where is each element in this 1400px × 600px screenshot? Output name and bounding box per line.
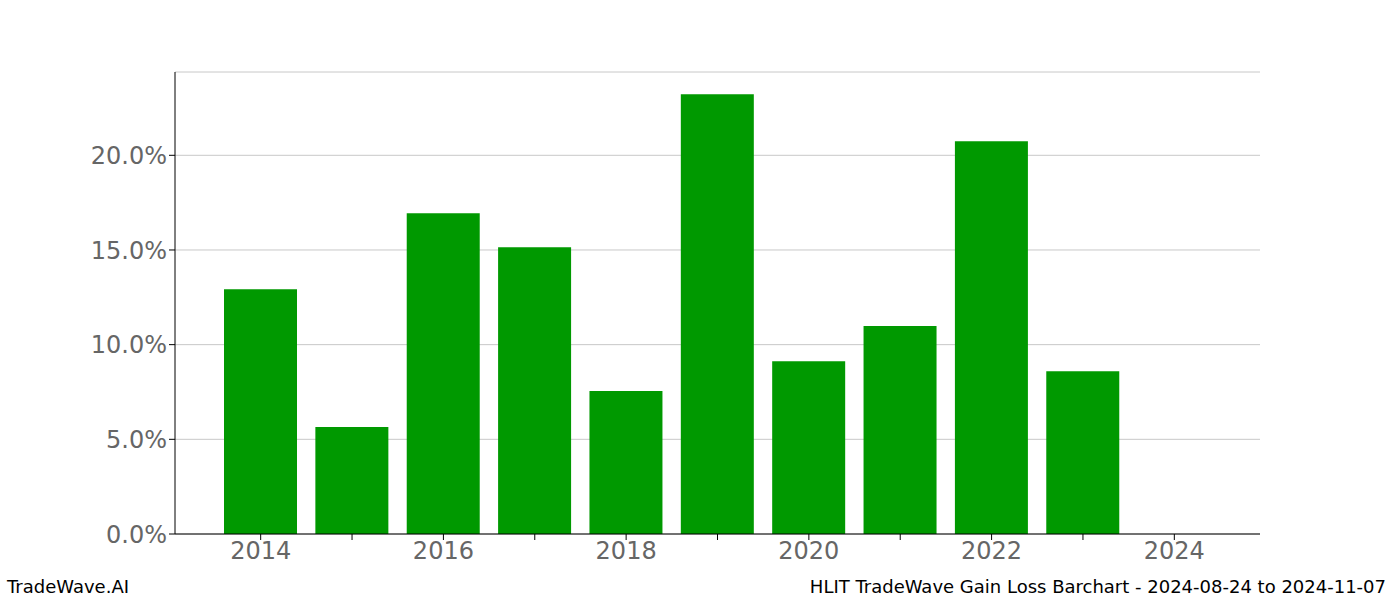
svg-text:2022: 2022: [961, 537, 1022, 565]
svg-text:15.0%: 15.0%: [91, 237, 167, 265]
svg-text:5.0%: 5.0%: [106, 426, 167, 454]
svg-text:2024: 2024: [1144, 537, 1205, 565]
svg-text:0.0%: 0.0%: [106, 521, 167, 549]
svg-text:2018: 2018: [596, 537, 657, 565]
html-text:TradeWave.AI: TradeWave.AI: [7, 576, 129, 597]
svg-text:2020: 2020: [778, 537, 839, 565]
svg-text:10.0%: 10.0%: [91, 331, 167, 359]
svg-text:2016: 2016: [413, 537, 474, 565]
html-text:HLIT TradeWave Gain Loss Barch: HLIT TradeWave Gain Loss Barchart - 2024…: [809, 576, 1386, 597]
svg-text:20.0%: 20.0%: [91, 142, 167, 170]
svg-text:2014: 2014: [230, 537, 291, 565]
